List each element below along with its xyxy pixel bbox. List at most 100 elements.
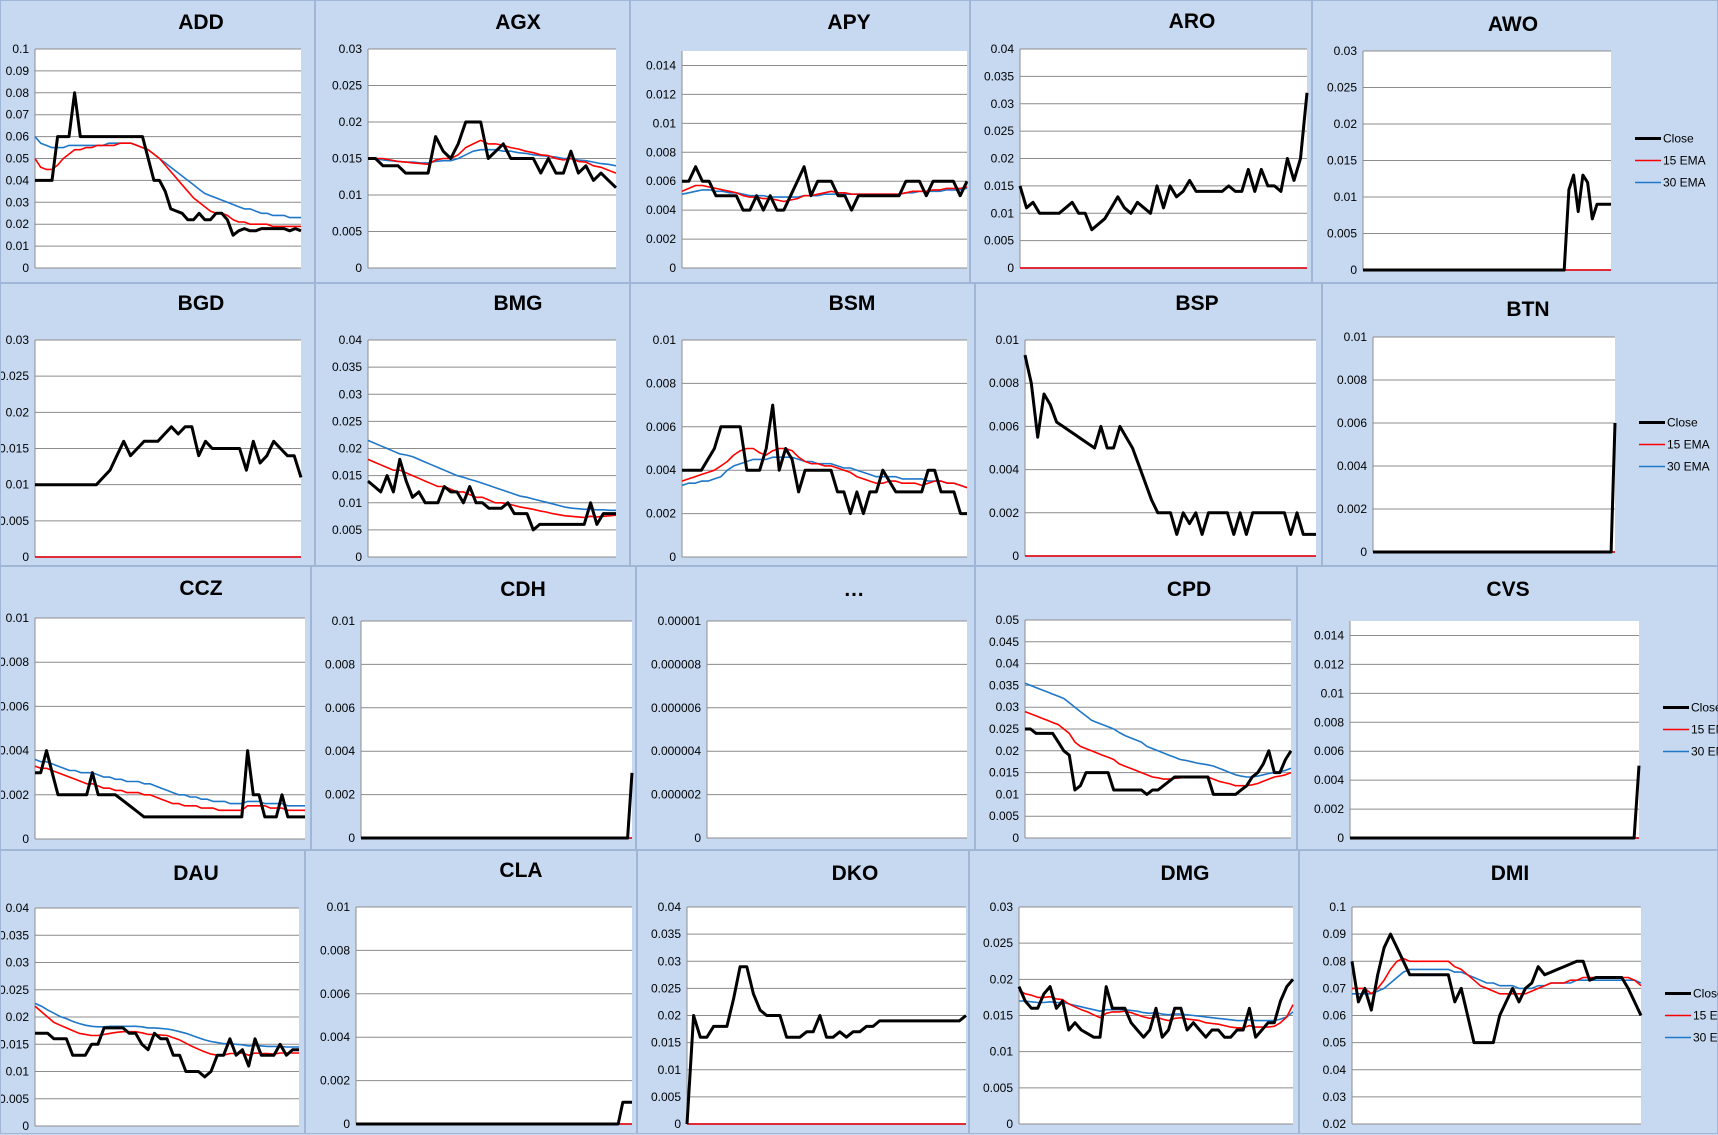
series-line-close — [1017, 978, 1295, 1039]
y-tick-label: 0.006 — [646, 420, 676, 434]
y-tick-label: 0.008 — [1314, 715, 1344, 729]
chart-title: AWO — [1488, 13, 1538, 36]
series-line-close — [1363, 173, 1611, 272]
chart-title: DKO — [832, 862, 879, 885]
y-tick-label: 0.02 — [990, 972, 1014, 986]
plot-area — [361, 621, 632, 838]
chart-panel-aro: ARO 0 0.005 0.01 0.015 0.02 0.025 0.03 0.035 0.04 — [970, 0, 1312, 283]
y-tick-label: 0.000006 — [651, 701, 701, 715]
legend-label-close: Close — [1691, 701, 1718, 715]
y-tick-label: 0.04 — [339, 333, 363, 347]
series-line-close — [685, 965, 967, 1125]
chart-svg: CDH 0 0.002 0.004 0.006 0.008 0.01 — [325, 578, 634, 845]
y-tick-label: 0.04 — [6, 901, 30, 915]
y-tick-label: 0.035 — [989, 678, 1019, 692]
series-line-30-ema — [1024, 682, 1292, 778]
plot-area — [1373, 337, 1615, 552]
chart-title: BTN — [1506, 298, 1549, 321]
y-tick-label: 0.01 — [996, 787, 1020, 801]
y-tick-label: 0.03 — [6, 333, 30, 347]
chart-svg: CVS 0 0.002 0.004 0.006 0.008 0.01 0.012 0.014 Cl… — [1314, 578, 1718, 845]
y-tick-label: 0.004 — [646, 203, 676, 217]
chart-title: BMG — [494, 292, 543, 315]
chart-title: ADD — [178, 11, 224, 34]
y-tick-label: 0.025 — [332, 79, 362, 93]
y-tick-label: 0.03 — [996, 700, 1020, 714]
y-tick-label: 0.006 — [320, 987, 350, 1001]
y-tick-label: 0.004 — [325, 744, 355, 758]
y-tick-label: 0.015 — [1327, 154, 1357, 168]
chart-panel-cdh: CDH 0 0.002 0.004 0.006 0.008 0.01 — [311, 566, 636, 850]
y-tick-label: 0.03 — [339, 387, 363, 401]
series-line-15-ema — [681, 184, 968, 203]
y-tick-label: 0.04 — [1323, 1063, 1347, 1077]
y-tick-label: 0.1 — [12, 42, 29, 56]
chart-svg: ADD 0 0.01 0.02 0.03 0.04 0.05 0.06 0.07 0.08 0.09… — [6, 11, 302, 275]
y-tick-label: 0.008 — [646, 376, 676, 390]
chart-svg: APY 0 0.002 0.004 0.006 0.008 0.01 0.012 0.014 — [646, 11, 969, 275]
y-tick-label: 0.004 — [1, 744, 29, 758]
chart-panel-btn: BTN 0 0.002 0.004 0.006 0.008 0.01 Close 15 EMA 3… — [1322, 283, 1718, 566]
chart-title: DMG — [1161, 862, 1210, 885]
y-tick-label: 0.015 — [984, 179, 1014, 193]
y-tick-label: 0.01 — [327, 900, 351, 914]
y-tick-label: 0.025 — [332, 414, 362, 428]
legend-label-15-ema: 15 EMA — [1667, 438, 1710, 452]
y-tick-label: 0.014 — [646, 58, 676, 72]
y-tick-label: 0.005 — [989, 809, 1019, 823]
y-tick-label: 0.012 — [646, 87, 676, 101]
chart-title: ARO — [1169, 10, 1216, 33]
y-tick-label: 0.03 — [990, 900, 1014, 914]
legend-label-15-ema: 15 EMA — [1691, 723, 1718, 737]
y-tick-label: 0.04 — [991, 42, 1015, 56]
chart-svg: BGD 0 0.005 0.01 0.015 0.02 0.025 0.03 — [1, 292, 303, 564]
y-tick-label: 0.000002 — [651, 788, 701, 802]
y-tick-label: 0.01 — [653, 116, 677, 130]
y-tick-label: 0.02 — [996, 744, 1020, 758]
y-tick-label: 0.004 — [989, 463, 1019, 477]
chart-title: CCZ — [179, 577, 222, 600]
y-tick-label: 0.015 — [651, 1036, 681, 1050]
y-tick-label: 0.002 — [1337, 502, 1367, 516]
y-tick-label: 0.014 — [1314, 628, 1344, 642]
y-tick-label: 0.03 — [658, 954, 682, 968]
y-tick-label: 0.09 — [1323, 927, 1347, 941]
y-tick-label: 0.1 — [1329, 900, 1346, 914]
y-tick-label: 0 — [22, 832, 29, 846]
plot-area — [682, 51, 967, 268]
y-tick-label: 0.005 — [332, 225, 362, 239]
series-line-close — [1350, 932, 1643, 1045]
legend-label-30-ema: 30 EMA — [1693, 1031, 1718, 1045]
y-tick-label: 0.02 — [6, 1010, 30, 1024]
chart-svg: … 0 0.000002 0.000004 0.000006 0.000008 0.0000… — [651, 578, 967, 845]
y-tick-label: 0 — [1006, 1117, 1013, 1131]
y-tick-label: 0.012 — [1314, 657, 1344, 671]
y-tick-label: 0.006 — [325, 701, 355, 715]
y-tick-label: 0 — [1337, 831, 1344, 845]
chart-panel-cla: CLA 0 0.002 0.004 0.006 0.008 0.01 — [305, 850, 637, 1134]
y-tick-label: 0.035 — [984, 69, 1014, 83]
plot-area — [707, 621, 967, 838]
y-tick-label: 0.04 — [6, 173, 30, 187]
y-tick-label: 0.004 — [646, 463, 676, 477]
chart-panel-agx: AGX 0 0.005 0.01 0.015 0.02 0.025 0.03 — [315, 0, 630, 283]
y-tick-label: 0.025 — [989, 722, 1019, 736]
series-line-close — [1350, 765, 1641, 840]
y-tick-label: 0 — [355, 261, 362, 275]
y-tick-label: 0.006 — [1, 699, 29, 713]
plot-area — [1025, 340, 1316, 556]
y-tick-label: 0 — [355, 550, 362, 564]
y-tick-label: 0 — [1350, 263, 1357, 277]
y-tick-label: 0.01 — [1334, 190, 1358, 204]
y-tick-label: 0.02 — [658, 1009, 682, 1023]
series-line-close — [1023, 354, 1316, 536]
chart-title: CPD — [1167, 578, 1211, 601]
y-tick-label: 0.008 — [1337, 373, 1367, 387]
chart-panel-cvs: CVS 0 0.002 0.004 0.006 0.008 0.01 0.012 0.014 Cl… — [1297, 566, 1718, 850]
y-tick-label: 0.025 — [1327, 81, 1357, 95]
y-tick-label: 0.005 — [984, 234, 1014, 248]
y-tick-label: 0.005 — [332, 523, 362, 537]
y-tick-label: 0.03 — [1323, 1090, 1347, 1104]
y-tick-label: 0.01 — [658, 1063, 682, 1077]
